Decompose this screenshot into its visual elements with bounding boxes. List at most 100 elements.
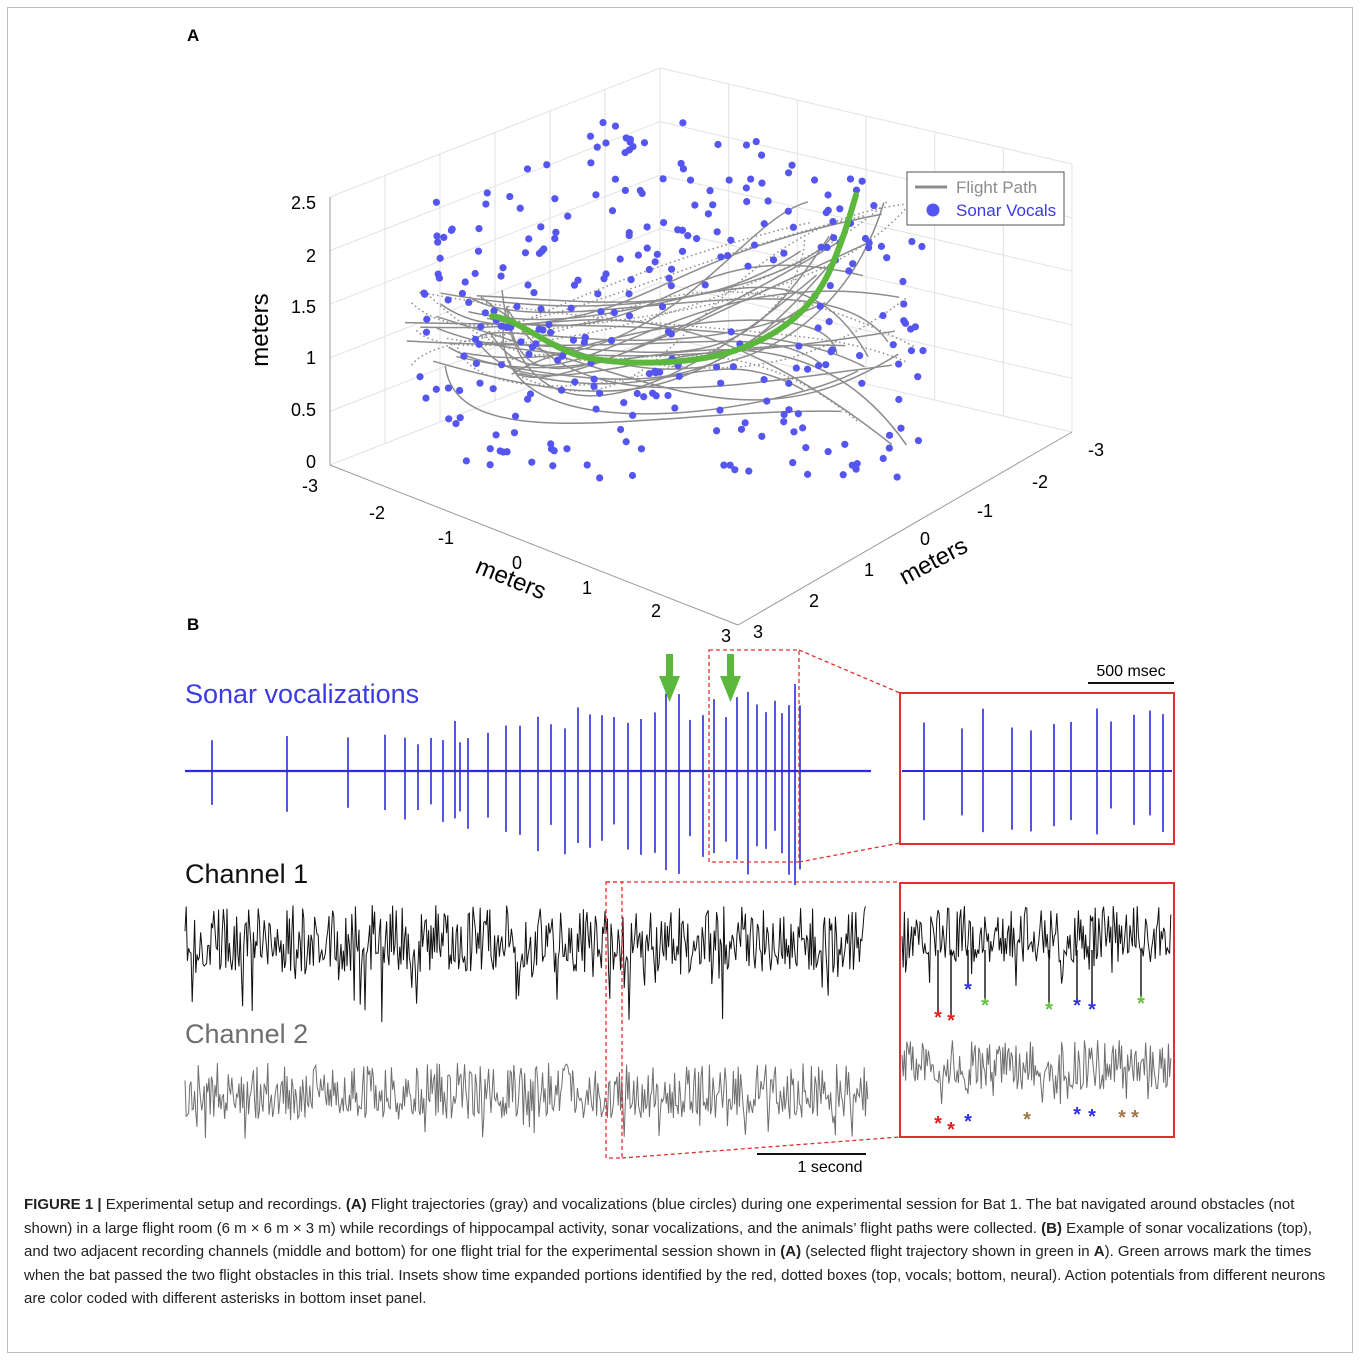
sonar-vocal-dot: [420, 289, 428, 297]
sonar-vocal-dot: [815, 362, 823, 370]
sonar-vocal-dot: [545, 321, 553, 329]
channel-1-inset-waveform: [901, 905, 1172, 986]
sonar-vocal-dot: [747, 175, 755, 183]
sonar-vocal-dot: [900, 300, 908, 308]
figure-frame: [7, 7, 1353, 1353]
sonar-vocal-dot: [679, 119, 687, 127]
sonar-vocal-dot: [849, 260, 857, 268]
y-tick: -2: [1032, 472, 1048, 492]
sonar-vocal-dot: [750, 241, 759, 249]
y-tick: 3: [753, 622, 763, 642]
spike-asterisk: *: [981, 995, 989, 1017]
channel-1-label: Channel 1: [185, 859, 308, 889]
channel-1-inset-trace: [901, 905, 1172, 986]
sonar-vocal-dot: [607, 336, 616, 345]
legend-sonar-vocals: Sonar Vocals: [956, 201, 1056, 220]
panel-b-recordings: Sonar vocalizations Channel 1 Channel 2: [184, 649, 1175, 1176]
flight-path: [436, 315, 899, 401]
z-tick-labels: 0 0.5 1 1.5 2 2.5: [291, 193, 316, 472]
sonar-vocal-dot: [829, 217, 837, 226]
sonar-vocal-dot: [817, 243, 825, 251]
sonar-vocal-dot: [675, 372, 683, 380]
sonar-vocal-dot: [737, 425, 746, 433]
sonar-vocal-dot: [592, 191, 600, 199]
legend-flight-path: Flight Path: [956, 178, 1037, 197]
sonar-vocal-dot: [600, 275, 608, 283]
sonar-vocal-dot: [714, 140, 722, 149]
sonar-vocal-dot: [422, 328, 431, 336]
x-tick: 3: [721, 626, 731, 646]
sonar-vocal-dot: [671, 404, 679, 412]
caption-b-ref: (B): [1041, 1219, 1062, 1237]
sonar-vocal-dot: [741, 419, 749, 427]
x-tick: -2: [369, 503, 385, 523]
sonar-vocal-dot: [625, 231, 633, 240]
flight-path: [488, 290, 900, 367]
panel-a-box: [329, 197, 1073, 626]
sonar-vocal-dot: [760, 376, 768, 384]
sonar-vocal-dot: [622, 438, 630, 446]
sonar-vocal-dot: [900, 317, 908, 325]
sonar-vocal-dot: [665, 274, 673, 282]
sonar-vocal-dot: [496, 447, 504, 455]
flight-path: [507, 309, 892, 389]
sonar-vocal-dot: [471, 269, 479, 278]
panel-a-label: A: [187, 26, 199, 45]
sonar-vocal-dot: [625, 146, 633, 154]
sonar-vocal-dot: [587, 159, 595, 167]
sonar-vocal-dot: [640, 393, 648, 401]
sonar-vocal-dot: [743, 197, 751, 206]
flight-path: [502, 306, 859, 415]
flight-path: [468, 296, 889, 343]
sonar-vocal-dot: [456, 414, 464, 422]
sonar-vocal-dot: [678, 247, 687, 255]
sonar-vocal-dot: [569, 336, 578, 344]
caption-a-ref: (A): [345, 1196, 367, 1213]
sonar-vocal-dot: [652, 369, 660, 377]
y-tick: 2: [809, 591, 819, 611]
sonar-vocal-dot: [677, 159, 685, 168]
sonar-vocal-dot: [461, 278, 469, 286]
flight-path: [511, 319, 838, 375]
spike-asterisk: *: [1118, 1107, 1126, 1129]
caption-a-text: Flight trajectories (gray) and vocalizat…: [24, 1196, 1295, 1237]
sonar-vocal-dot: [546, 328, 555, 337]
sonar-vocal-dot: [841, 440, 849, 448]
spike-asterisk: *: [934, 1113, 942, 1135]
sonar-vocal-dot: [757, 151, 766, 159]
sonar-vocal-dot: [596, 474, 604, 482]
channel-2-waveform: [184, 1062, 869, 1139]
sonar-vocal-dot: [645, 265, 653, 274]
sonar-vocal-dot: [557, 386, 566, 394]
sonar-vocal-dot: [460, 352, 468, 360]
sonar-vocal-dot: [853, 460, 861, 468]
sonar-vocal-dot: [720, 461, 728, 469]
flight-path: [517, 202, 912, 392]
sonar-vocal-dot: [799, 424, 807, 432]
sonar-vocal-dot: [490, 307, 498, 315]
sonar-vocal-dot: [701, 281, 709, 289]
sonar-vocal-dot: [594, 290, 602, 298]
sonar-vocal-dot: [769, 256, 778, 264]
flight-path: [463, 201, 809, 359]
sonar-vocal-dot: [610, 308, 618, 317]
sonar-vocal-dot: [803, 470, 812, 478]
sonar-vocal-dot: [667, 282, 675, 290]
sonar-vocal-dot: [780, 249, 788, 257]
sonar-vocal-dot: [825, 318, 833, 326]
sonar-vocal-dot: [597, 308, 605, 316]
sonar-vocal-dot: [785, 379, 793, 387]
x-tick: 0: [512, 553, 522, 573]
sonar-vocal-dot: [634, 251, 642, 259]
sonar-vocal-dot: [625, 290, 633, 298]
flight-path: [476, 250, 802, 303]
sonar-vocal-dot: [553, 356, 562, 364]
sonar-vocal-dot: [658, 303, 667, 311]
spike-asterisk: *: [947, 1119, 955, 1141]
panel-a-legend: Flight Path Sonar Vocals: [906, 171, 1065, 226]
sonar-vocal-dot: [792, 364, 800, 372]
sonar-vocal-dot: [845, 267, 853, 275]
sonar-vocal-dot: [416, 373, 424, 381]
sonar-vocal-dot: [616, 255, 624, 263]
sonar-vocal-dot: [549, 462, 557, 470]
